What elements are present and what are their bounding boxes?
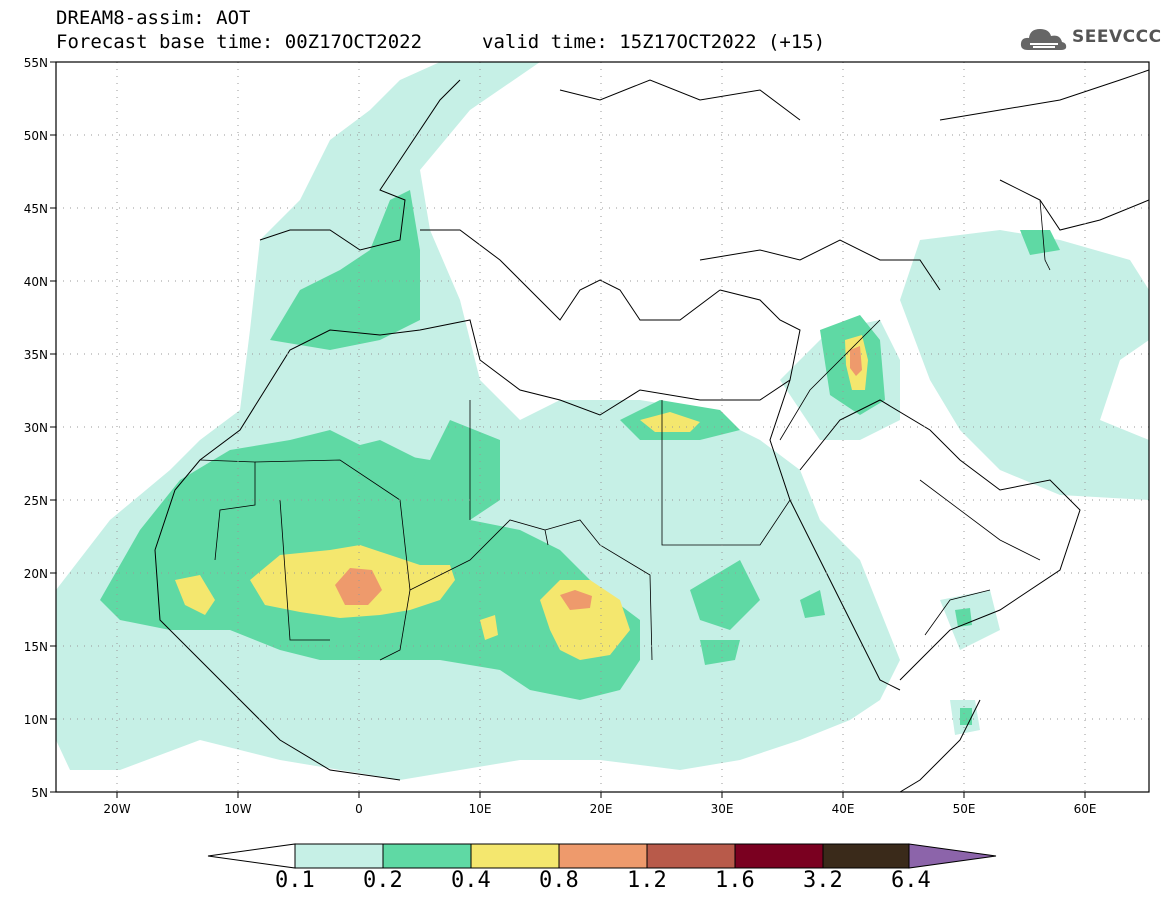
colorbar-label: 3.2 (803, 868, 843, 893)
lon-tick-label: 10W (224, 802, 251, 816)
seevccc-logo: SEEVCCC (1018, 24, 1161, 54)
model-title: DREAM8-assim: AOT (56, 7, 251, 29)
colorbar-label: 0.1 (275, 868, 315, 893)
colorbar (207, 843, 997, 869)
colorbar-label: 0.2 (363, 868, 403, 893)
logo-text: SEEVCCC (1072, 27, 1162, 47)
colorbar-swatch (822, 843, 910, 869)
lat-tick-label: 45N (24, 202, 48, 216)
colorbar-swatch (382, 843, 472, 869)
map-area (56, 62, 1149, 792)
graticule (56, 62, 1149, 792)
lat-tick-label: 25N (24, 494, 48, 508)
colorbar-label: 0.4 (451, 868, 491, 893)
colorbar-label: 0.8 (539, 868, 579, 893)
colorbar-label: 6.4 (891, 868, 931, 893)
lon-tick-label: 40E (832, 802, 855, 816)
colorbar-over-arrow (908, 843, 997, 869)
lat-tick-label: 40N (24, 275, 48, 289)
lat-tick-label: 20N (24, 567, 48, 581)
lon-tick-label: 10E (469, 802, 492, 816)
colorbar-label: 1.6 (715, 868, 755, 893)
lon-axis: 20W 10W 0 10E 20E 30E 40E 50E 60E (103, 802, 1096, 816)
lat-axis: 55N 50N 45N 40N 35N 30N 25N 20N 15N 10N … (24, 56, 48, 800)
cloud-icon (1020, 29, 1067, 50)
colorbar-swatch (646, 843, 736, 869)
lon-tick-label: 20W (103, 802, 130, 816)
colorbar-swatch (294, 843, 384, 869)
lon-tick-marks (116, 792, 1086, 798)
colorbar-label: 1.2 (627, 868, 667, 893)
colorbar-swatch (470, 843, 560, 869)
lat-tick-marks (50, 61, 56, 793)
forecast-base-time: Forecast base time: 00Z17OCT2022 (56, 31, 423, 53)
lat-tick-label: 35N (24, 348, 48, 362)
lat-tick-label: 55N (24, 56, 48, 70)
valid-time: valid time: 15Z17OCT2022 (+15) (482, 31, 826, 53)
lon-tick-label: 20E (590, 802, 613, 816)
lat-tick-label: 30N (24, 421, 48, 435)
coastlines (154, 69, 1149, 792)
colorbar-under-arrow (207, 843, 296, 869)
lon-tick-label: 50E (953, 802, 976, 816)
lat-tick-label: 10N (24, 713, 48, 727)
lat-tick-label: 50N (24, 129, 48, 143)
lon-tick-label: 60E (1074, 802, 1097, 816)
colorbar-swatch (558, 843, 648, 869)
lat-tick-label: 5N (31, 786, 48, 800)
colorbar-swatch (734, 843, 824, 869)
lon-tick-label: 0 (355, 802, 363, 816)
lat-tick-label: 15N (24, 640, 48, 654)
lon-tick-label: 30E (711, 802, 734, 816)
country-borders (199, 199, 1051, 661)
aot-contour-0-8 (335, 346, 862, 610)
